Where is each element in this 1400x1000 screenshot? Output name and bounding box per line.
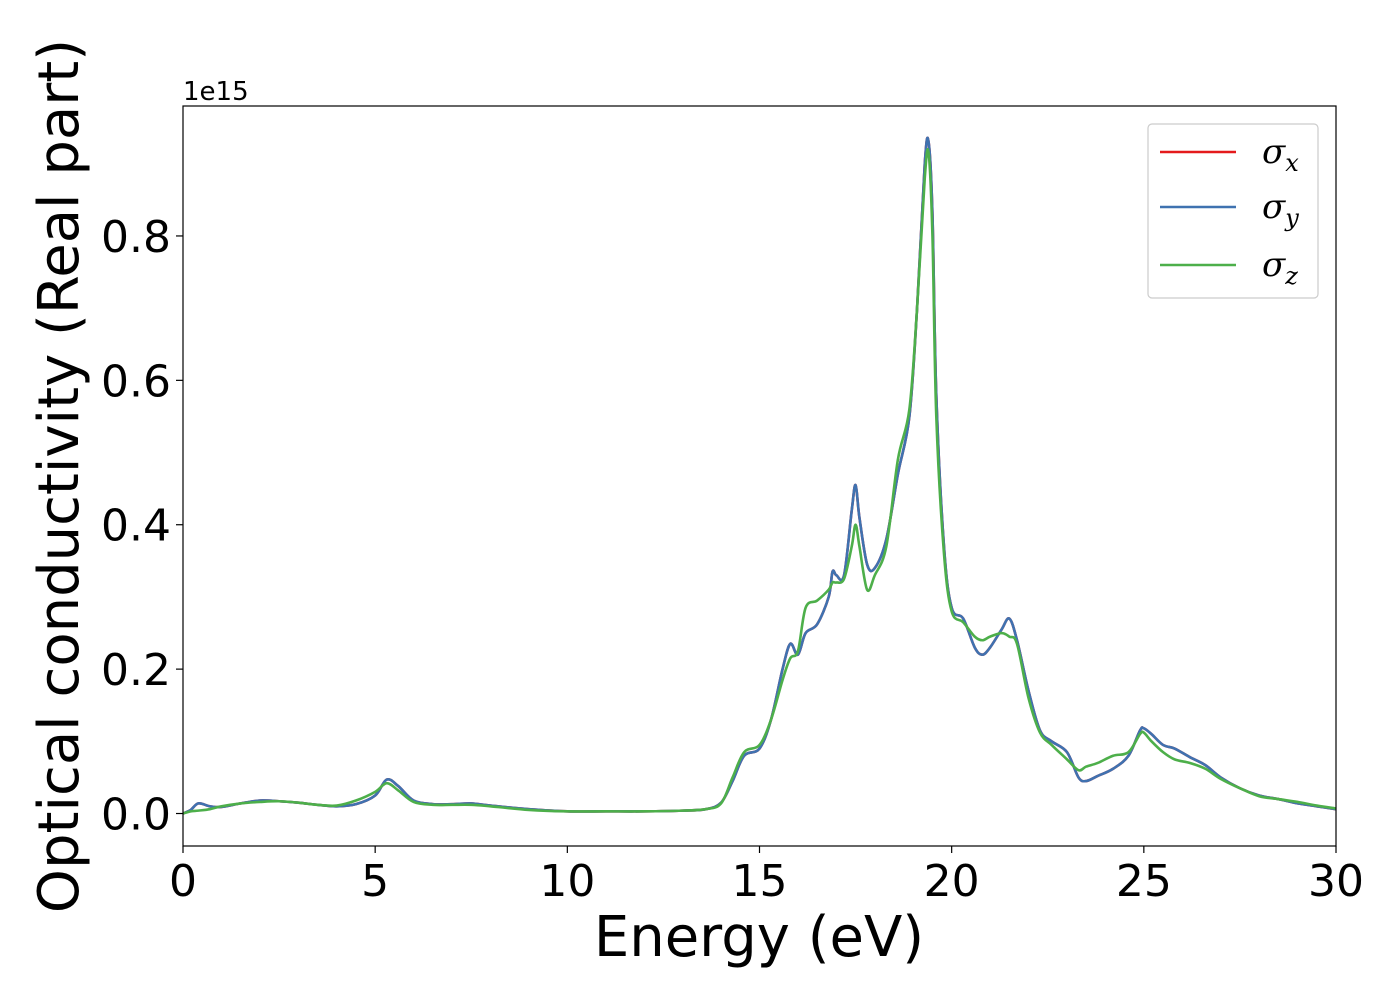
- y-tick-label: 0.0: [101, 790, 171, 841]
- y-axis-ticks: 0.0 0.2 0.4 0.6 0.8: [101, 212, 183, 841]
- x-tick-label: 20: [924, 856, 980, 907]
- legend-label-z: σz: [1262, 245, 1298, 290]
- y-axis-title: Optical conductivity (Real part): [27, 39, 92, 913]
- y-tick-label: 0.2: [101, 645, 171, 696]
- series-line-y: [182, 136, 1337, 815]
- x-tick-label: 15: [732, 856, 788, 907]
- y-offset-label: 1e15: [183, 77, 249, 107]
- x-axis-title: Energy (eV): [594, 905, 924, 970]
- x-tick-label: 30: [1308, 856, 1364, 907]
- x-tick-label: 5: [361, 856, 389, 907]
- x-tick-label: 0: [169, 856, 197, 907]
- y-tick-label: 0.4: [101, 501, 171, 552]
- legend: σx σy σz: [1147, 123, 1319, 299]
- y-tick-label: 0.8: [101, 212, 171, 263]
- series-layer: [182, 136, 1337, 815]
- y-tick-label: 0.6: [101, 356, 171, 407]
- x-tick-label: 25: [1116, 856, 1172, 907]
- x-tick-label: 10: [539, 856, 595, 907]
- legend-label-y: σy: [1262, 187, 1299, 232]
- x-axis-ticks: 0 5 10 15 20 25 30: [169, 846, 1364, 907]
- series-line-z: [182, 147, 1337, 815]
- legend-box: [1147, 123, 1319, 299]
- legend-label-x: σx: [1262, 132, 1299, 177]
